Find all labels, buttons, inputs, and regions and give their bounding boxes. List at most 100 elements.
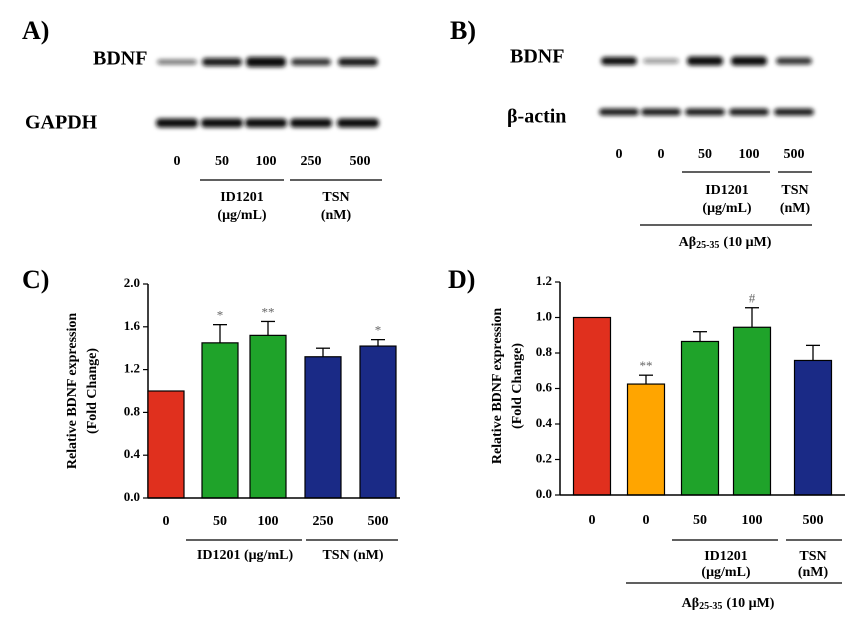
blot-band bbox=[685, 108, 725, 116]
blot-band bbox=[687, 56, 723, 66]
blot-band bbox=[245, 118, 287, 128]
x-tick-label: 0 bbox=[643, 513, 650, 528]
blot-band bbox=[290, 118, 332, 128]
blot-band bbox=[246, 57, 286, 67]
group-label: (μg/mL) bbox=[702, 201, 751, 216]
lane-label: 250 bbox=[301, 154, 322, 169]
panel-label: A) bbox=[22, 16, 49, 45]
y-tick-label: 0.2 bbox=[536, 450, 552, 465]
blot-band bbox=[641, 108, 681, 116]
y-tick-label: 1.6 bbox=[124, 318, 141, 333]
x-tick-label: 500 bbox=[368, 514, 389, 529]
blot-protein-label: BDNF bbox=[510, 46, 564, 68]
group-label: ID1201 (μg/mL) bbox=[197, 548, 294, 563]
treatment-rest: (10 μM) bbox=[726, 596, 774, 611]
y-tick-label: 0.4 bbox=[536, 415, 553, 430]
blot-bands bbox=[156, 56, 814, 128]
blot-band bbox=[601, 57, 637, 65]
blot-protein-label: GAPDH bbox=[25, 112, 98, 134]
panel-label: D) bbox=[448, 265, 475, 294]
group-label: ID1201 bbox=[704, 549, 748, 564]
error-bar bbox=[213, 324, 227, 343]
bar bbox=[626, 383, 666, 496]
lane-label: 0 bbox=[616, 147, 623, 162]
blot-band bbox=[291, 58, 331, 66]
blot-protein-label: β-actin bbox=[507, 106, 566, 128]
y-tick-label: 2.0 bbox=[124, 275, 140, 290]
y-tick-label: 0.0 bbox=[124, 489, 140, 504]
y-tick-label: 1.2 bbox=[536, 273, 552, 288]
y-axis-label: (Fold Change) bbox=[85, 348, 100, 434]
x-tick-label: 100 bbox=[742, 513, 763, 528]
blot-band bbox=[338, 58, 378, 66]
lane-label: 500 bbox=[784, 147, 805, 162]
bar bbox=[572, 316, 612, 496]
significance-mark: # bbox=[749, 291, 756, 306]
error-bar bbox=[806, 344, 820, 361]
lane-label: 0 bbox=[658, 147, 665, 162]
x-tick-label: 250 bbox=[313, 514, 334, 529]
blot-band bbox=[776, 57, 812, 65]
significance-mark: * bbox=[217, 308, 224, 323]
bar bbox=[249, 334, 287, 499]
x-tick-label: 500 bbox=[803, 513, 824, 528]
treatment-label: Aβ25-35 (10 μM) bbox=[682, 596, 775, 612]
significance-mark: ** bbox=[640, 358, 653, 373]
blot-band bbox=[599, 108, 639, 116]
group-label: ID1201 bbox=[705, 183, 749, 198]
x-tick-label: 50 bbox=[693, 513, 707, 528]
blot-band bbox=[729, 108, 769, 116]
y-tick-label: 1.0 bbox=[536, 308, 552, 323]
blot-band bbox=[337, 118, 379, 128]
treatment-sub: 25-35 bbox=[696, 240, 719, 251]
treatment-main: Aβ bbox=[682, 596, 700, 611]
blot-protein-label: BDNF bbox=[93, 48, 147, 70]
blot-band bbox=[201, 118, 243, 128]
group-label: (nM) bbox=[321, 208, 352, 223]
y-tick-label: 0.0 bbox=[536, 486, 552, 501]
lane-label: 100 bbox=[256, 154, 277, 169]
group-label: ID1201 bbox=[220, 190, 264, 205]
y-tick-label: 0.6 bbox=[536, 379, 553, 394]
lane-label: 50 bbox=[698, 147, 712, 162]
blot-band bbox=[202, 58, 242, 66]
bar bbox=[304, 356, 342, 499]
y-tick-label: 1.2 bbox=[124, 361, 140, 376]
y-axis-label: (Fold Change) bbox=[510, 343, 525, 429]
y-axis-label: Relative BDNF expression bbox=[490, 308, 505, 465]
treatment-label: Aβ25-35 (10 μM) bbox=[679, 235, 772, 251]
lane-label: 100 bbox=[739, 147, 760, 162]
error-bar bbox=[261, 320, 275, 336]
blot-band bbox=[731, 56, 767, 66]
blot-band bbox=[157, 59, 197, 65]
lane-label: 500 bbox=[350, 154, 371, 169]
blot-band bbox=[643, 58, 679, 64]
significance-mark: * bbox=[375, 323, 382, 338]
error-bar bbox=[316, 347, 330, 357]
treatment-rest: (10 μM) bbox=[723, 235, 771, 250]
error-bar bbox=[745, 307, 759, 328]
group-label: TSN bbox=[781, 183, 808, 198]
bar bbox=[359, 345, 397, 499]
y-tick-label: 0.8 bbox=[124, 403, 141, 418]
panel-label: C) bbox=[22, 265, 49, 294]
bar bbox=[732, 326, 772, 496]
bar bbox=[680, 340, 720, 496]
y-axis-label: Relative BDNF expression bbox=[65, 313, 80, 470]
bar bbox=[201, 342, 239, 499]
group-label: TSN (nM) bbox=[322, 548, 383, 563]
bar bbox=[147, 390, 185, 499]
blot-band bbox=[774, 108, 814, 116]
group-label: (nM) bbox=[780, 201, 811, 216]
treatment-sub: 25-35 bbox=[699, 601, 722, 612]
group-label: (μg/mL) bbox=[217, 208, 266, 223]
y-tick-label: 0.8 bbox=[536, 344, 553, 359]
x-tick-label: 100 bbox=[258, 514, 279, 529]
y-tick-label: 0.4 bbox=[124, 446, 141, 461]
panel-label: B) bbox=[450, 16, 476, 45]
group-label: (nM) bbox=[798, 565, 829, 580]
group-label: TSN bbox=[322, 190, 349, 205]
error-bar bbox=[371, 338, 385, 347]
error-bar bbox=[693, 331, 707, 342]
